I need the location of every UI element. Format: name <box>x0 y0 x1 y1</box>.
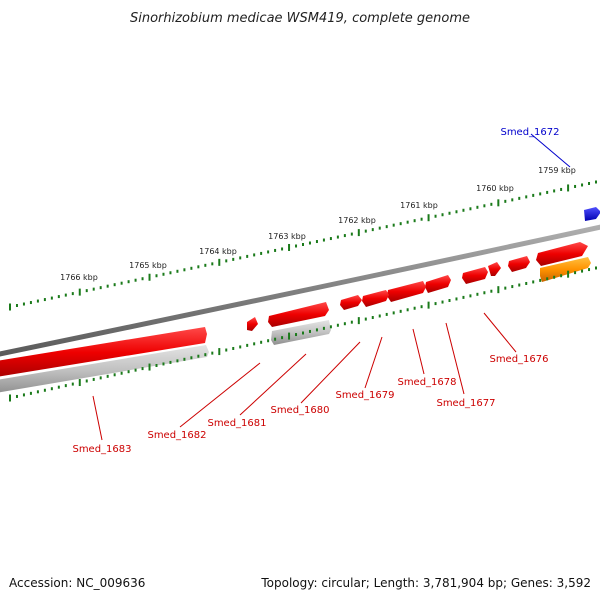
reverse-strand-genes <box>0 320 331 394</box>
gene-block-smed-1672[interactable] <box>584 207 600 221</box>
gene-block[interactable] <box>247 317 258 331</box>
label-leaders <box>92 133 571 441</box>
gene-block[interactable] <box>425 275 451 293</box>
leader-line <box>364 336 383 389</box>
leader-line <box>300 341 361 404</box>
gene-label-smed-1683[interactable]: Smed_1683 <box>72 444 131 455</box>
gene-block[interactable] <box>540 257 591 282</box>
gene-block[interactable] <box>0 345 209 394</box>
kbp-label: 1762 kbp <box>338 216 376 225</box>
kbp-label: 1761 kbp <box>400 201 438 210</box>
gene-block[interactable] <box>0 327 207 378</box>
gene-label-smed-1681[interactable]: Smed_1681 <box>207 418 266 429</box>
inner-tick-track <box>9 266 597 402</box>
kbp-scale: 1759 kbp 1760 kbp 1761 kbp 1762 kbp 1763… <box>60 166 576 282</box>
outer-tick-track <box>9 180 597 311</box>
gene-block[interactable] <box>271 320 331 345</box>
kbp-label: 1759 kbp <box>538 166 576 175</box>
gene-label-smed-1677[interactable]: Smed_1677 <box>436 398 495 409</box>
leader-line <box>530 133 571 168</box>
gene-labels: Smed_1672 Smed_1676 Smed_1677 Smed_1678 … <box>72 127 559 455</box>
kbp-label: 1763 kbp <box>268 232 306 241</box>
gene-block[interactable] <box>387 281 426 302</box>
accession-text: Accession: NC_009636 <box>9 576 146 590</box>
genome-backbone <box>0 224 600 357</box>
leader-line <box>239 353 307 416</box>
leader-line <box>412 328 425 375</box>
gene-block[interactable] <box>536 242 588 266</box>
gene-label-smed-1680[interactable]: Smed_1680 <box>270 405 329 416</box>
kbp-label: 1764 kbp <box>199 247 237 256</box>
gene-block[interactable] <box>340 295 362 310</box>
kbp-label: 1766 kbp <box>60 273 98 282</box>
page-title: Sinorhizobium medicae WSM419, complete g… <box>130 11 470 26</box>
genome-summary-text: Topology: circular; Length: 3,781,904 bp… <box>261 576 591 590</box>
gene-block[interactable] <box>362 290 389 307</box>
gene-label-smed-1678[interactable]: Smed_1678 <box>397 377 456 388</box>
gene-label-smed-1682[interactable]: Smed_1682 <box>147 430 206 441</box>
gene-label-smed-1676[interactable]: Smed_1676 <box>489 354 548 365</box>
gene-block[interactable] <box>462 267 488 284</box>
gene-label-smed-1672[interactable]: Smed_1672 <box>500 127 559 138</box>
kbp-label: 1765 kbp <box>129 261 167 270</box>
gene-label-smed-1679[interactable]: Smed_1679 <box>335 390 394 401</box>
leader-line <box>483 312 517 353</box>
gene-block[interactable] <box>508 256 530 272</box>
leader-line <box>445 322 465 395</box>
leader-line <box>179 362 261 428</box>
gene-block[interactable] <box>488 262 501 276</box>
leader-line <box>92 395 103 441</box>
kbp-label: 1760 kbp <box>476 184 514 193</box>
forward-strand-genes <box>0 242 588 378</box>
gene-block[interactable] <box>268 302 329 327</box>
